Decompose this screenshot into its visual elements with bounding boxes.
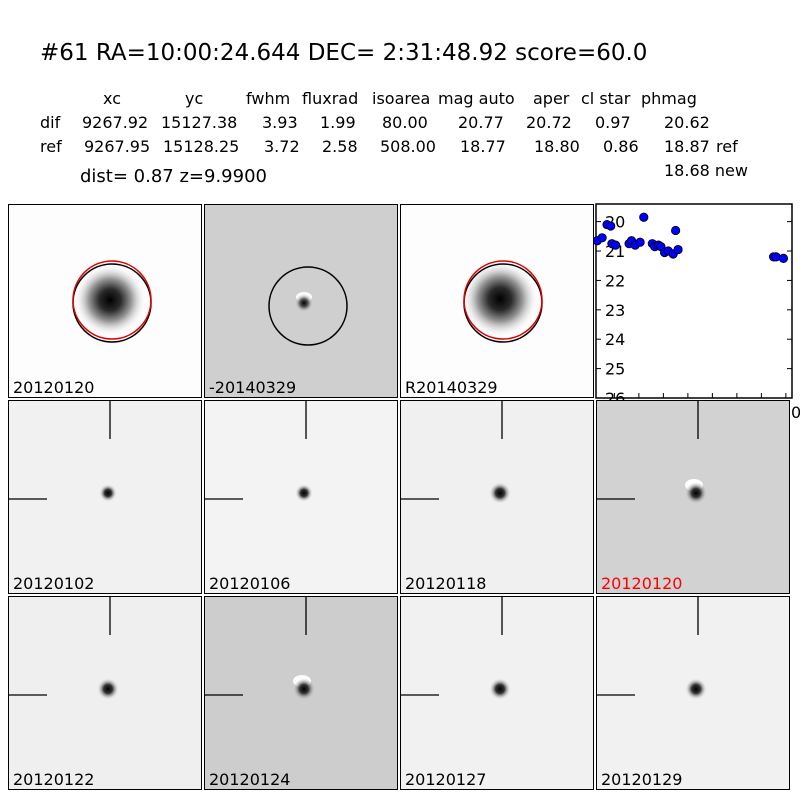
cell-yc: 15127.38 — [161, 113, 238, 132]
data-point — [597, 233, 607, 243]
cutout-image — [205, 597, 397, 789]
source-blob — [97, 678, 119, 700]
cell-mag-auto: 20.77 — [458, 113, 504, 132]
cutout-date-label: 20120106 — [209, 574, 291, 593]
y-tick-label: 25 — [605, 360, 625, 379]
stamp-image — [401, 205, 593, 397]
stamp-label: R20140329 — [405, 378, 498, 397]
cell-xc: 9267.92 — [82, 113, 149, 132]
cutout-panel: 20120102 — [8, 400, 202, 594]
cell-mag-auto: 18.77 — [460, 137, 506, 156]
source-blob — [462, 261, 538, 337]
cutout-image — [9, 597, 201, 789]
row-label: ref — [40, 137, 62, 156]
data-point — [639, 212, 649, 222]
row-label: dif — [40, 113, 61, 132]
cutout-date-label: 20120129 — [601, 770, 683, 789]
cutout-date-label: 20120122 — [13, 770, 95, 789]
cutout-image — [205, 401, 397, 593]
data-point — [771, 252, 781, 262]
stamp-label: 20120120 — [13, 378, 95, 397]
cell-phmag: 18.87 — [664, 137, 710, 156]
stamp-new-image: 20120120 — [8, 204, 202, 398]
cell-aper: 20.72 — [526, 113, 572, 132]
cutout-image — [9, 401, 201, 593]
data-point — [671, 225, 681, 236]
cutout-panel: 20120120 — [596, 400, 790, 594]
cell-fluxrad: 1.99 — [320, 113, 356, 132]
cutout-image — [597, 401, 789, 593]
cell-cl-star: 0.97 — [595, 113, 631, 132]
stamp-image — [205, 205, 397, 397]
col-header-cl-star: cl star — [581, 89, 631, 108]
source-blob — [295, 294, 313, 312]
cell-isoarea: 80.00 — [382, 113, 428, 132]
cell-xc: 9267.95 — [84, 137, 151, 156]
cutout-date-label: 20120124 — [209, 770, 291, 789]
col-header-xc: xc — [103, 89, 121, 108]
data-point — [673, 244, 683, 255]
source-blob — [293, 678, 315, 700]
cutout-panel: 20120106 — [204, 400, 398, 594]
aperture-circle-red — [72, 260, 152, 340]
source-blob — [685, 678, 707, 700]
cell-yc: 15128.25 — [163, 137, 240, 156]
y-tick-label: 22 — [605, 271, 625, 290]
source-blob — [685, 482, 707, 504]
cutout-image — [401, 401, 593, 593]
cell-cl-star: 0.86 — [603, 137, 639, 156]
stamp-label: -20140329 — [209, 378, 297, 397]
col-header-aper: aper — [533, 89, 570, 108]
data-point — [778, 253, 789, 263]
cell-aper: 18.80 — [534, 137, 580, 156]
cell-fwhm: 3.72 — [264, 137, 300, 156]
source-blob — [74, 264, 146, 336]
col-header-isoarea: isoarea — [372, 89, 431, 108]
source-blob — [99, 484, 117, 502]
data-point — [606, 221, 616, 231]
ref-note: ref — [716, 137, 738, 156]
stamp-reference-image: R20140329 — [400, 204, 594, 398]
page-title: #61 RA=10:00:24.644 DEC= 2:31:48.92 scor… — [40, 40, 648, 66]
cutout-date-label: 20120120 — [601, 574, 683, 593]
col-header-fwhm: fwhm — [246, 89, 291, 108]
cutout-date-label: 20120102 — [13, 574, 95, 593]
cutout-image — [597, 597, 789, 789]
cutout-panel: 20120127 — [400, 596, 594, 790]
cutout-date-label: 20120118 — [405, 574, 487, 593]
cutout-date-label: 20120127 — [405, 770, 487, 789]
source-blob — [489, 482, 511, 504]
chart-frame — [595, 203, 793, 399]
dist-z-readout: dist= 0.87 z=9.9900 — [80, 166, 267, 187]
col-header-yc: yc — [185, 89, 204, 108]
cell-phmag: 20.62 — [664, 113, 710, 132]
cutout-panel: 20120124 — [204, 596, 398, 790]
y-tick-label: 23 — [605, 301, 625, 320]
source-blob — [295, 484, 313, 502]
cell-isoarea: 508.00 — [380, 137, 436, 156]
cutout-image — [401, 597, 593, 789]
cutout-panel: 20120129 — [596, 596, 790, 790]
y-tick-label: 24 — [605, 330, 625, 349]
source-blob — [489, 678, 511, 700]
cutout-panel: 20120122 — [8, 596, 202, 790]
aperture-circle-red — [463, 260, 543, 340]
stamp-image — [9, 205, 201, 397]
col-header-phmag: phmag — [641, 89, 697, 108]
cell-fwhm: 3.93 — [262, 113, 298, 132]
data-point — [635, 237, 645, 247]
col-header-fluxrad: fluxrad — [302, 89, 359, 108]
stamp-difference-image: -20140329 — [204, 204, 398, 398]
cutout-panel: 20120118 — [400, 400, 594, 594]
col-header-mag-auto: mag auto — [438, 89, 515, 108]
data-point — [611, 240, 621, 250]
aperture-circle-black — [268, 266, 348, 346]
new-mag-label: 18.68 new — [664, 161, 748, 180]
cell-fluxrad: 2.58 — [322, 137, 358, 156]
